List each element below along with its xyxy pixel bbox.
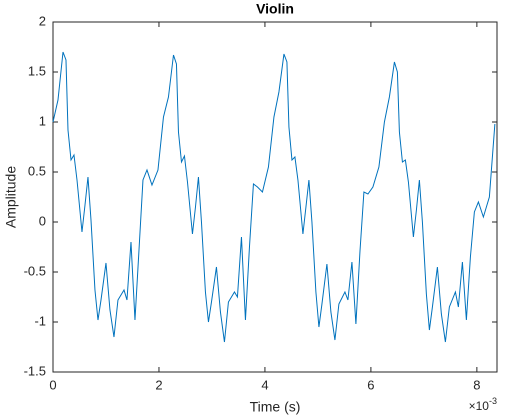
- y-tick-label: 0: [39, 213, 46, 228]
- x-axis-label: Time (s): [250, 399, 301, 415]
- y-tick-label: -1.5: [24, 363, 46, 378]
- x-tick-label: 6: [367, 377, 374, 392]
- x-exponent: ×10-3: [469, 396, 497, 413]
- y-tick-label: 2: [39, 13, 46, 28]
- y-tick-label: -0.5: [24, 263, 46, 278]
- y-tick-label: 1.5: [28, 63, 46, 78]
- x-tick-label: 2: [155, 377, 162, 392]
- chart-title: Violin: [256, 1, 294, 17]
- x-multiplier: ×10: [469, 399, 490, 413]
- y-tick-label: 0.5: [28, 163, 46, 178]
- x-tick-label: 8: [473, 377, 480, 392]
- x-tick-label: 0: [49, 377, 56, 392]
- x-tick-label: 4: [261, 377, 268, 392]
- y-tick-label: 1: [39, 113, 46, 128]
- plot-frame: [52, 21, 498, 373]
- y-axis-label: Amplitude: [3, 166, 19, 228]
- series-line: [52, 51, 496, 343]
- x-exponent-power: -3: [489, 396, 497, 406]
- y-tick-label: -1: [34, 313, 46, 328]
